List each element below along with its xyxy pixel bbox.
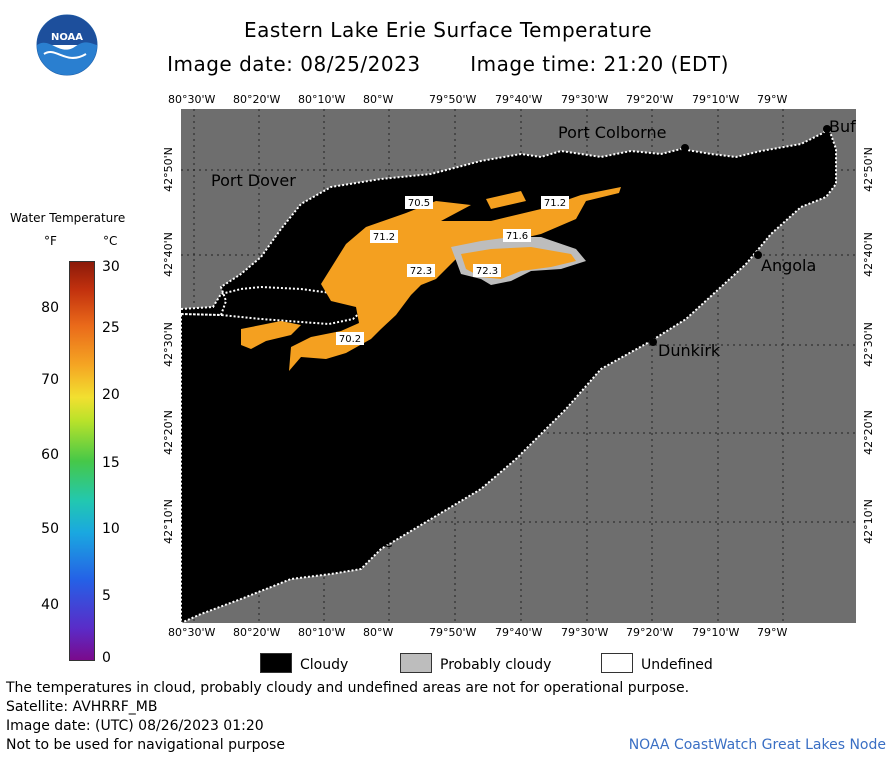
c-tick: 30 (102, 259, 120, 275)
key-cloudy-swatch (260, 653, 292, 673)
lon-tick: 80°20'W (233, 626, 281, 639)
noaa-logo: NOAA (36, 14, 98, 76)
temp-label: 70.5 (408, 198, 430, 209)
lat-tick: 42°50'N (861, 147, 875, 192)
buffalo-dot (823, 125, 831, 133)
temp-label: 71.6 (506, 231, 528, 242)
lon-tick: 80°W (363, 626, 394, 639)
lon-tick: 80°20'W (233, 93, 281, 106)
temp-label-bg (473, 264, 501, 277)
lon-tick: 80°10'W (298, 626, 346, 639)
lon-tick: 79°20'W (626, 93, 674, 106)
c-tick: 15 (102, 455, 120, 471)
disclaimer: The temperatures in cloud, probably clou… (6, 680, 690, 696)
nav-warning: Not to be used for navigational purpose (6, 737, 285, 753)
lat-tick: 42°30'N (161, 322, 175, 367)
lon-tick: 79°10'W (692, 626, 740, 639)
logo-text: NOAA (51, 32, 83, 43)
lon-tick: 80°W (363, 93, 394, 106)
label-port-colborne: Port Colborne (558, 123, 666, 142)
key-cloudy-label: Cloudy (300, 657, 349, 673)
temp-label-bg (503, 229, 531, 242)
temp-label: 71.2 (373, 232, 395, 243)
utc-date: Image date: (UTC) 08/26/2023 01:20 (6, 718, 264, 734)
label-erie: Erie (362, 532, 393, 551)
lat-tick: 42°10'N (861, 499, 875, 544)
city-markers (353, 125, 831, 535)
temp-label-bg (541, 196, 569, 209)
lon-tick: 79°10'W (692, 93, 740, 106)
f-tick: 60 (41, 447, 59, 463)
temp-label-bg (407, 264, 435, 277)
temp-label: 72.3 (476, 266, 498, 277)
c-tick: 5 (102, 588, 111, 604)
c-tick: 20 (102, 387, 120, 403)
lat-tick: 42°20'N (861, 410, 875, 455)
key-undefined-swatch (601, 653, 633, 673)
lon-tick: 79°W (757, 626, 788, 639)
lat-tick: 42°40'N (161, 232, 175, 277)
c-tick: 0 (102, 650, 111, 666)
legend-title: Water Temperature (10, 211, 126, 225)
lon-tick: 79°40'W (495, 626, 543, 639)
unit-f: °F (44, 234, 57, 248)
temp-label: 71.2 (544, 198, 566, 209)
f-tick: 80 (41, 300, 59, 316)
lon-tick: 79°30'W (561, 626, 609, 639)
lon-tick: 79°40'W (495, 93, 543, 106)
credit: NOAA CoastWatch Great Lakes Node (628, 737, 886, 753)
c-tick: 10 (102, 521, 120, 537)
lon-tick: 79°50'W (429, 626, 477, 639)
lon-tick: 79°50'W (429, 93, 477, 106)
f-tick: 50 (41, 521, 59, 537)
lat-tick: 42°50'N (161, 147, 175, 192)
c-tick: 25 (102, 320, 120, 336)
temp-label: 70.2 (339, 334, 361, 345)
erie-dot (353, 527, 361, 535)
lat-tick: 42°10'N (161, 499, 175, 544)
lon-tick: 79°30'W (561, 93, 609, 106)
key-undefined-label: Undefined (641, 657, 713, 673)
temp-label-bg (405, 196, 433, 209)
lon-tick: 80°30'W (168, 93, 216, 106)
lat-tick: 42°30'N (861, 322, 875, 367)
map-subtitle: Image date: 08/25/2023 Image time: 21:20… (0, 52, 896, 76)
lon-tick: 80°30'W (168, 626, 216, 639)
label-port-dover: Port Dover (211, 171, 296, 190)
label-angola: Angola (761, 256, 816, 275)
lon-tick: 79°20'W (626, 626, 674, 639)
key-probably-cloudy-label: Probably cloudy (440, 657, 552, 673)
dunkirk-dot (649, 338, 657, 346)
f-tick: 40 (41, 597, 59, 613)
map-title: Eastern Lake Erie Surface Temperature (243, 18, 653, 42)
map-area: Port Colborne Port Dover Buf Angola Dunk… (181, 109, 856, 623)
key-probably-cloudy-swatch (400, 653, 432, 673)
f-tick: 70 (41, 372, 59, 388)
label-dunkirk: Dunkirk (658, 341, 721, 360)
lon-tick: 79°W (757, 93, 788, 106)
label-buffalo: Buf (829, 117, 856, 136)
satellite: Satellite: AVHRRF_MB (6, 699, 158, 715)
image-time: Image time: 21:20 (EDT) (470, 52, 729, 76)
angola-dot (754, 251, 762, 259)
image-date: Image date: 08/25/2023 (167, 52, 421, 76)
lon-tick: 80°10'W (298, 93, 346, 106)
lat-tick: 42°20'N (161, 410, 175, 455)
unit-c: °C (103, 234, 118, 248)
lat-tick: 42°40'N (861, 232, 875, 277)
color-scale-bar (69, 261, 95, 661)
temp-label-bg (336, 332, 364, 345)
temperature-labels: 70.5 71.2 71.2 71.6 72.3 72.3 70.2 (336, 196, 569, 345)
temp-label-bg (370, 230, 398, 243)
port-colborne-dot (681, 144, 689, 152)
temp-label: 72.3 (410, 266, 432, 277)
